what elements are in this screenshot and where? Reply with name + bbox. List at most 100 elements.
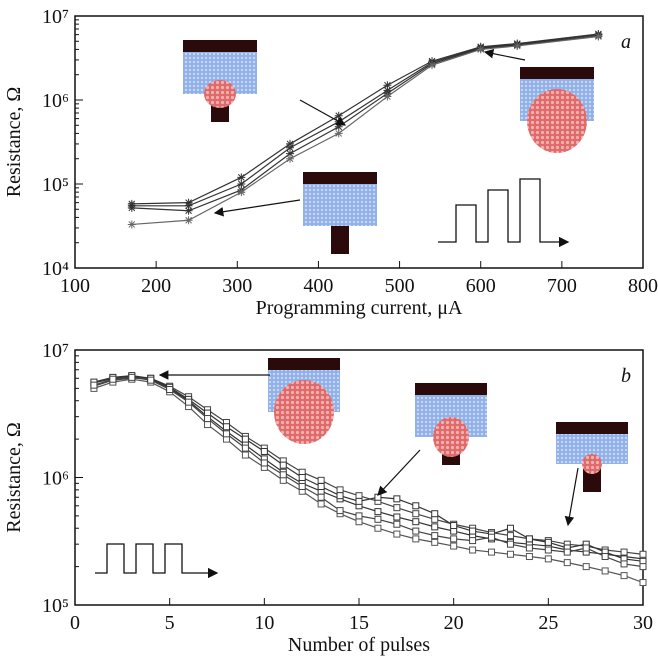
- marker: [513, 41, 522, 50]
- arrow: [564, 467, 579, 527]
- marker: [237, 188, 246, 197]
- x-tick-label: 25: [538, 612, 558, 634]
- series-line: [131, 34, 599, 207]
- x-tick-label: 700: [547, 275, 577, 297]
- marker: [184, 198, 193, 207]
- series-line: [131, 35, 599, 212]
- marker: [450, 535, 458, 543]
- marker: [286, 139, 295, 148]
- marker: [469, 546, 477, 554]
- marker: [506, 540, 514, 548]
- inset-body: [303, 184, 377, 226]
- marker: [147, 376, 155, 384]
- x-tick-label: 500: [385, 275, 415, 297]
- x-axis-label: Number of pulses: [288, 634, 430, 656]
- arrow: [213, 199, 301, 217]
- arrow: [299, 99, 347, 126]
- marker: [563, 559, 571, 567]
- marker: [582, 563, 590, 571]
- marker: [525, 535, 533, 543]
- marker: [506, 532, 514, 540]
- marker: [431, 510, 439, 518]
- marker: [204, 421, 212, 429]
- marker: [355, 497, 363, 505]
- marker: [374, 508, 382, 516]
- marker: [166, 386, 174, 393]
- marker: [412, 502, 420, 510]
- marker: [639, 550, 647, 558]
- y-tick-label: 10⁶: [42, 90, 69, 112]
- y-tick-label: 10⁷: [42, 6, 69, 28]
- marker: [109, 375, 117, 383]
- y-tick-label: 10⁵: [42, 174, 69, 196]
- marker: [184, 206, 193, 215]
- marker: [298, 474, 306, 481]
- panel-label: b: [621, 365, 631, 387]
- marker: [431, 532, 439, 540]
- marker: [279, 471, 287, 479]
- marker: [241, 435, 249, 443]
- marker: [184, 216, 193, 225]
- marker: [544, 538, 552, 546]
- inset-top: [556, 422, 628, 434]
- marker: [374, 515, 382, 523]
- series-line: [93, 374, 644, 562]
- x-tick-label: 300: [222, 275, 252, 297]
- marker: [355, 512, 363, 520]
- x-tick-label: 400: [303, 275, 333, 297]
- marker: [317, 500, 325, 508]
- marker: [237, 173, 246, 182]
- inset-filament: [274, 380, 334, 444]
- marker: [127, 220, 136, 229]
- pulse-icon: [95, 543, 219, 579]
- marker: [286, 154, 295, 163]
- plot-frame: [74, 349, 644, 606]
- y-axis-label: Resistance, Ω: [3, 87, 25, 197]
- inset-top: [415, 383, 487, 395]
- marker: [506, 524, 514, 532]
- marker: [393, 495, 401, 503]
- marker: [90, 381, 98, 389]
- marker: [428, 61, 437, 70]
- x-tick-label: 30: [633, 612, 653, 634]
- panel-label: a: [621, 31, 631, 53]
- series-line: [93, 376, 644, 568]
- y-tick-label: 10⁴: [42, 258, 69, 280]
- marker: [412, 527, 420, 535]
- series-line: [93, 375, 644, 560]
- marker: [469, 527, 477, 535]
- x-tick-label: 20: [444, 612, 464, 634]
- marker: [383, 81, 392, 90]
- marker: [374, 524, 382, 532]
- x-tick-label: 10: [254, 612, 274, 634]
- x-tick-label: 800: [628, 275, 658, 297]
- marker: [317, 482, 325, 490]
- marker: [450, 542, 458, 550]
- x-tick-label: 100: [60, 275, 90, 297]
- y-tick-label: 10⁶: [42, 468, 69, 490]
- marker: [594, 32, 603, 41]
- marker: [374, 493, 382, 501]
- marker: [336, 507, 344, 515]
- marker: [334, 111, 343, 120]
- marker: [476, 45, 485, 54]
- inset-filament: [582, 454, 602, 474]
- inset-filament: [527, 89, 587, 153]
- marker: [620, 560, 628, 568]
- series-line: [131, 33, 599, 205]
- arrow: [377, 449, 421, 496]
- marker: [412, 535, 420, 543]
- inset-filament: [204, 80, 236, 108]
- marker: [639, 563, 647, 571]
- marker: [431, 538, 439, 546]
- marker: [525, 544, 533, 552]
- marker: [336, 486, 344, 494]
- inset-top: [268, 358, 340, 370]
- marker: [393, 520, 401, 528]
- marker: [241, 444, 249, 452]
- inset-top: [520, 67, 594, 79]
- marker: [563, 548, 571, 556]
- marker: [204, 415, 212, 423]
- marker: [222, 430, 230, 438]
